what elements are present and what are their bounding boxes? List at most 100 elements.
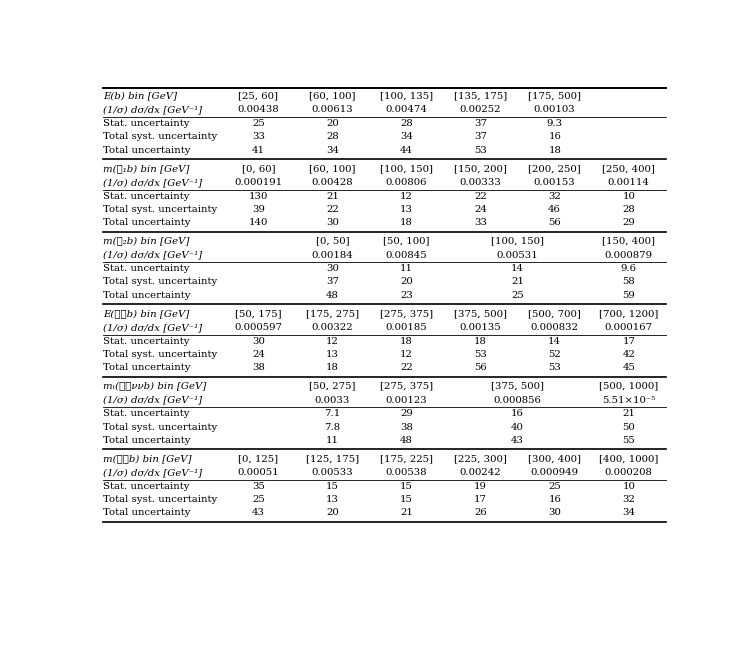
Text: [200, 250]: [200, 250]: [528, 164, 581, 173]
Text: [0, 60]: [0, 60]: [241, 164, 275, 173]
Text: 0.00428: 0.00428: [311, 178, 353, 187]
Text: (1/σ) dσ/dx [GeV⁻¹]: (1/σ) dσ/dx [GeV⁻¹]: [103, 250, 202, 260]
Text: 29: 29: [400, 409, 413, 418]
Text: 13: 13: [400, 205, 413, 214]
Text: 0.000167: 0.000167: [605, 323, 653, 332]
Text: Total uncertainty: Total uncertainty: [103, 146, 191, 154]
Text: [250, 400]: [250, 400]: [603, 164, 655, 173]
Text: 0.00533: 0.00533: [311, 468, 353, 477]
Text: 25: 25: [548, 482, 561, 491]
Text: 20: 20: [400, 277, 413, 287]
Text: Total syst. uncertainty: Total syst. uncertainty: [103, 205, 218, 214]
Text: (1/σ) dσ/dx [GeV⁻¹]: (1/σ) dσ/dx [GeV⁻¹]: [103, 105, 202, 115]
Text: 20: 20: [326, 119, 339, 128]
Text: 7.1: 7.1: [324, 409, 340, 418]
Text: 18: 18: [326, 363, 339, 372]
Text: 28: 28: [623, 205, 635, 214]
Text: 40: 40: [511, 422, 524, 432]
Text: [175, 225]: [175, 225]: [380, 454, 433, 463]
Text: 0.000191: 0.000191: [234, 178, 282, 187]
Text: 7.8: 7.8: [325, 422, 340, 432]
Text: 39: 39: [252, 205, 265, 214]
Text: 0.00474: 0.00474: [386, 105, 427, 115]
Text: 42: 42: [623, 350, 635, 359]
Text: Total syst. uncertainty: Total syst. uncertainty: [103, 277, 218, 287]
Text: [50, 175]: [50, 175]: [235, 309, 282, 318]
Text: 32: 32: [623, 495, 635, 504]
Text: E(ℓℓb) bin [GeV]: E(ℓℓb) bin [GeV]: [103, 309, 189, 318]
Text: 24: 24: [252, 350, 265, 359]
Text: mₜ(ℓℓννb) bin [GeV]: mₜ(ℓℓννb) bin [GeV]: [103, 382, 207, 390]
Text: [375, 500]: [375, 500]: [491, 382, 544, 390]
Text: [500, 1000]: [500, 1000]: [599, 382, 658, 390]
Text: Stat. uncertainty: Stat. uncertainty: [103, 337, 189, 346]
Text: 0.00438: 0.00438: [238, 105, 279, 115]
Text: 15: 15: [326, 482, 339, 491]
Text: [50, 100]: [50, 100]: [383, 237, 429, 245]
Text: 29: 29: [623, 218, 635, 227]
Text: 11: 11: [400, 264, 413, 273]
Text: 0.000856: 0.000856: [493, 395, 542, 405]
Text: m(ℓℓb) bin [GeV]: m(ℓℓb) bin [GeV]: [103, 454, 192, 463]
Text: Total uncertainty: Total uncertainty: [103, 363, 191, 372]
Text: 0.00114: 0.00114: [608, 178, 649, 187]
Text: Stat. uncertainty: Stat. uncertainty: [103, 264, 189, 273]
Text: 0.00103: 0.00103: [533, 105, 576, 115]
Text: 18: 18: [400, 218, 413, 227]
Text: Total uncertainty: Total uncertainty: [103, 436, 191, 445]
Text: 22: 22: [326, 205, 339, 214]
Text: 41: 41: [252, 146, 265, 154]
Text: 58: 58: [623, 277, 635, 287]
Text: 53: 53: [474, 350, 487, 359]
Text: 37: 37: [474, 132, 487, 141]
Text: [375, 500]: [375, 500]: [454, 309, 507, 318]
Text: 21: 21: [511, 277, 524, 287]
Text: 52: 52: [548, 350, 561, 359]
Text: 35: 35: [252, 482, 265, 491]
Text: 50: 50: [623, 422, 635, 432]
Text: 43: 43: [252, 508, 265, 517]
Text: 21: 21: [326, 192, 339, 201]
Text: [700, 1200]: [700, 1200]: [599, 309, 658, 318]
Text: 38: 38: [400, 422, 413, 432]
Text: [500, 700]: [500, 700]: [528, 309, 581, 318]
Text: 53: 53: [474, 146, 487, 154]
Text: 22: 22: [400, 363, 413, 372]
Text: [150, 400]: [150, 400]: [603, 237, 655, 245]
Text: [60, 100]: [60, 100]: [309, 164, 356, 173]
Text: 56: 56: [474, 363, 487, 372]
Text: 25: 25: [511, 291, 524, 300]
Text: [400, 1000]: [400, 1000]: [599, 454, 658, 463]
Text: 0.00322: 0.00322: [311, 323, 353, 332]
Text: 19: 19: [474, 482, 487, 491]
Text: Total uncertainty: Total uncertainty: [103, 291, 191, 300]
Text: Total uncertainty: Total uncertainty: [103, 218, 191, 227]
Text: 18: 18: [474, 337, 487, 346]
Text: 0.00242: 0.00242: [460, 468, 502, 477]
Text: 30: 30: [326, 264, 339, 273]
Text: 33: 33: [252, 132, 265, 141]
Text: 24: 24: [474, 205, 487, 214]
Text: [300, 400]: [300, 400]: [528, 454, 581, 463]
Text: [0, 125]: [0, 125]: [239, 454, 279, 463]
Text: 37: 37: [326, 277, 339, 287]
Text: 28: 28: [326, 132, 339, 141]
Text: 0.00333: 0.00333: [460, 178, 502, 187]
Text: 0.00845: 0.00845: [386, 250, 427, 260]
Text: (1/σ) dσ/dx [GeV⁻¹]: (1/σ) dσ/dx [GeV⁻¹]: [103, 395, 202, 405]
Text: Total uncertainty: Total uncertainty: [103, 508, 191, 517]
Text: 56: 56: [548, 218, 561, 227]
Text: 0.000832: 0.000832: [531, 323, 579, 332]
Text: 22: 22: [474, 192, 487, 201]
Text: 26: 26: [474, 508, 487, 517]
Text: 34: 34: [623, 508, 635, 517]
Text: 0.000949: 0.000949: [531, 468, 579, 477]
Text: 16: 16: [548, 132, 561, 141]
Text: 16: 16: [548, 495, 561, 504]
Text: 25: 25: [252, 495, 265, 504]
Text: 0.000208: 0.000208: [605, 468, 652, 477]
Text: [275, 375]: [275, 375]: [380, 382, 433, 390]
Text: 0.00153: 0.00153: [533, 178, 576, 187]
Text: 30: 30: [326, 218, 339, 227]
Text: [175, 275]: [175, 275]: [306, 309, 359, 318]
